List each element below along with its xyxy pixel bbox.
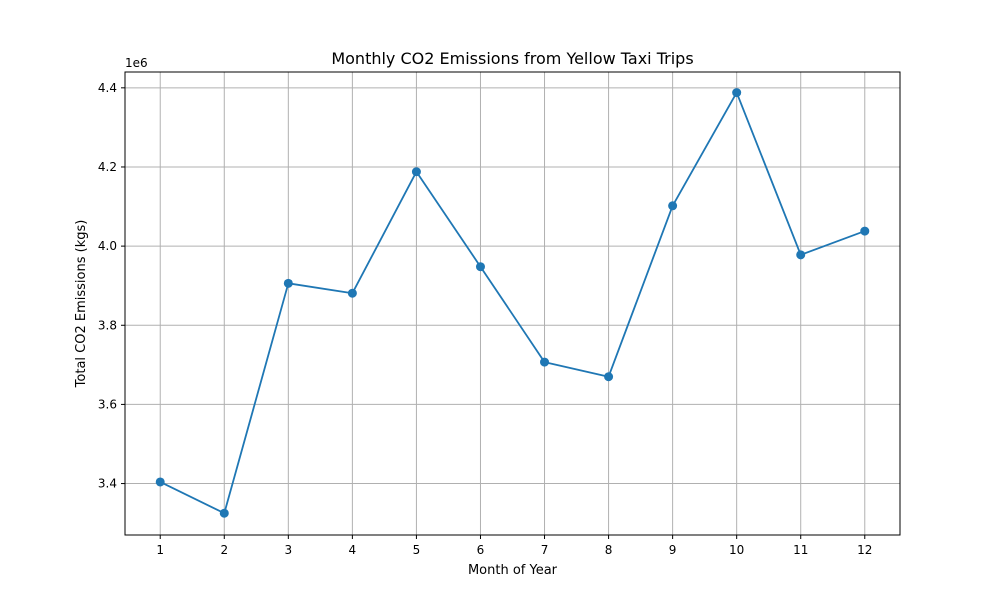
x-tick-label: 7 <box>541 543 549 557</box>
y-axis-label: Total CO2 Emissions (kgs) <box>74 220 89 389</box>
data-point <box>796 250 806 260</box>
y-tick-label: 3.8 <box>98 318 117 332</box>
series-line <box>159 91 866 515</box>
data-point <box>411 167 421 177</box>
data-point <box>219 508 229 518</box>
data-point <box>283 278 293 288</box>
axis-ticks: 1 2 3 4 5 6 7 8 9 10 11 123.43.63.84.04.24.4 <box>98 81 873 557</box>
y-tick-label: 3.6 <box>98 397 117 411</box>
y-tick-label: 4.2 <box>98 160 117 174</box>
x-tick-label: 12 <box>857 543 872 557</box>
x-tick-label: 4 <box>349 543 357 557</box>
plot-area-frame <box>124 71 901 536</box>
x-tick-label: 2 <box>220 543 228 557</box>
data-point <box>540 357 550 367</box>
series-line-group <box>155 88 870 518</box>
data-point <box>604 372 614 382</box>
data-point <box>668 201 678 211</box>
x-tick-label: 8 <box>605 543 613 557</box>
x-axis-label: Month of Year <box>468 563 558 578</box>
data-point <box>347 288 357 298</box>
y-axis-offset-label: 1e6 <box>125 56 148 70</box>
data-point <box>155 477 165 487</box>
data-point <box>860 226 870 236</box>
chart-title: Monthly CO2 Emissions from Yellow Taxi T… <box>331 49 693 68</box>
grid-lines <box>125 72 900 535</box>
x-tick-label: 11 <box>793 543 808 557</box>
x-tick-label: 9 <box>669 543 677 557</box>
x-tick-label: 5 <box>413 543 421 557</box>
data-point <box>732 88 742 98</box>
y-tick-label: 4.4 <box>98 81 117 95</box>
x-tick-label: 10 <box>729 543 744 557</box>
y-tick-label: 3.4 <box>98 477 117 491</box>
x-tick-label: 1 <box>156 543 164 557</box>
data-point <box>475 262 485 272</box>
x-tick-label: 3 <box>285 543 293 557</box>
y-tick-label: 4.0 <box>98 239 117 253</box>
x-tick-label: 6 <box>477 543 485 557</box>
